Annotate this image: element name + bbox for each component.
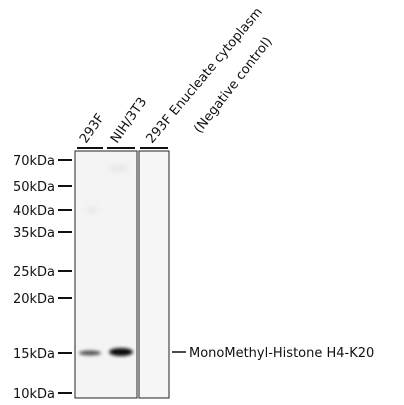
lane-label: NIH/3T3 — [108, 95, 150, 146]
marker-label: 10kDa — [13, 387, 55, 402]
marker-label: 70kDa — [13, 154, 55, 169]
marker-label: 20kDa — [13, 292, 55, 307]
marker-group: 70kDa 50kDa 40kDa 35kDa 25kDa 20kDa 15kDa 10kDa — [13, 154, 72, 402]
background-smear — [108, 165, 128, 171]
marker-label: 50kDa — [13, 180, 55, 195]
blot-panel — [75, 151, 137, 398]
background-smear — [86, 207, 98, 213]
band — [109, 348, 133, 356]
marker-label: 40kDa — [13, 204, 55, 219]
lane-label: 293F — [77, 111, 108, 146]
western-blot: 293F NIH/3T3 293F Enucleate cytoplasm (N… — [0, 0, 404, 405]
marker-label: 25kDa — [13, 265, 55, 280]
marker-label: 15kDa — [13, 347, 55, 362]
marker-label: 35kDa — [13, 226, 55, 241]
target-label: MonoMethyl-Histone H4-K20 — [189, 346, 374, 361]
band — [79, 351, 101, 356]
blot-panel — [139, 151, 169, 398]
